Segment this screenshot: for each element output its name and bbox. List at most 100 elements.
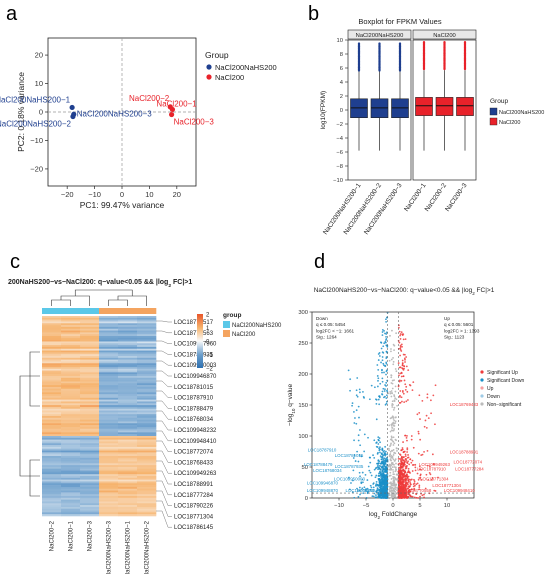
heatmap-cell	[137, 366, 157, 370]
heatmap-cell	[99, 423, 119, 426]
non-significant-point	[389, 490, 392, 493]
significant-down-point	[373, 468, 376, 471]
heatmap-cell	[99, 405, 119, 408]
significant-down-point	[351, 491, 354, 494]
heatmap-cell	[118, 448, 138, 451]
heatmap-cell	[42, 390, 62, 393]
significant-down-point	[376, 385, 379, 388]
heatmap-cell	[42, 356, 62, 359]
facet-strip	[412, 29, 477, 40]
heatmap-cell	[61, 490, 81, 493]
heatmap-cell	[118, 417, 138, 420]
significant-down-point	[358, 454, 361, 456]
significant-down-point	[365, 488, 367, 490]
significant-up-point	[401, 482, 404, 485]
heatmap-cell	[118, 350, 138, 353]
panel-label-a: a	[6, 3, 18, 25]
group-annotation-cell	[118, 308, 138, 314]
heatmap-cell	[118, 379, 138, 382]
heatmap-cell	[99, 485, 119, 488]
non-significant-point	[392, 363, 395, 366]
heatmap-cell	[80, 448, 100, 451]
heatmap-cell	[118, 374, 138, 377]
heatmap-cell	[42, 348, 62, 351]
heatmap-cell	[80, 341, 100, 344]
significant-down-point	[353, 422, 356, 424]
significant-up-point	[405, 400, 408, 403]
non-significant-point	[389, 430, 392, 433]
non-significant-point	[391, 426, 394, 429]
heatmap-cell	[99, 390, 119, 393]
heatmap-cell	[118, 508, 138, 511]
significant-down-point	[380, 472, 383, 475]
heatmap-cell	[80, 381, 100, 384]
heatmap-cell	[80, 337, 100, 340]
significant-up-point	[416, 482, 419, 485]
significant-up-point	[404, 358, 406, 361]
heatmap-cell	[118, 381, 138, 384]
significant-down-point	[353, 439, 355, 442]
non-significant-point	[391, 392, 394, 395]
heatmap-cell	[118, 459, 138, 462]
heatmap-cell	[80, 428, 100, 431]
y-axis-label: PC2: 0.18% variance	[16, 72, 26, 152]
heatmap-cell	[137, 337, 157, 340]
heatmap-cell	[99, 357, 119, 360]
heatmap-cell	[80, 326, 100, 330]
heatmap-cell	[137, 443, 157, 446]
non-significant-point	[392, 458, 395, 461]
significant-up-point	[410, 488, 413, 491]
significant-down-point	[385, 338, 388, 340]
significant-up-point	[428, 472, 431, 474]
heatmap-cell	[80, 510, 100, 513]
significant-down-point	[385, 381, 388, 384]
significant-up-point	[409, 479, 412, 481]
heatmap-cell	[137, 348, 157, 351]
heatmap-cell	[61, 325, 81, 328]
heatmap-cell	[137, 485, 157, 488]
x-tick-label: 0	[391, 503, 394, 509]
pca-plot-panel: −20 −10 0 10 20 −20 −10 0 10 20 PC1: 99.47% varian…	[0, 37, 277, 210]
heatmap-cell	[80, 412, 100, 415]
significant-up-point	[399, 372, 402, 375]
row-leader-line	[156, 320, 172, 323]
significant-up-point	[431, 453, 434, 456]
outlier-point	[357, 42, 361, 45]
significant-down-point	[359, 475, 361, 478]
heatmap-cell	[61, 461, 81, 464]
heatmap-cell	[99, 401, 119, 404]
heatmap-cell	[137, 356, 157, 359]
heatmap-cell	[118, 372, 138, 375]
heatmap-cell	[42, 434, 62, 437]
heatmap-cell	[80, 332, 100, 335]
heatmap-cell	[118, 363, 138, 366]
heatmap-cell	[137, 352, 157, 355]
significant-up-point	[399, 333, 402, 335]
heatmap-cell	[42, 456, 62, 459]
heatmap-cell	[137, 417, 157, 420]
heatmap-cell	[42, 332, 62, 335]
significant-up-point	[402, 489, 405, 491]
heatmap-row-label: LOC18777284	[174, 493, 214, 499]
heatmap-cell	[42, 454, 62, 457]
significant-down-point	[357, 495, 360, 498]
heatmap-cell	[118, 352, 138, 355]
x-tick-label: 10	[444, 503, 450, 509]
heatmap-cell	[42, 325, 62, 328]
heatmap-cell	[80, 430, 100, 433]
gene-annotation: LOC18788991	[450, 449, 479, 454]
non-significant-point	[389, 444, 392, 446]
heatmap-cell	[80, 488, 100, 491]
heatmap-cell	[61, 406, 81, 410]
heatmap-cell	[42, 405, 62, 408]
significant-up-point	[407, 369, 410, 371]
heatmap-cell	[42, 441, 62, 444]
heatmap-cell	[42, 481, 62, 484]
significant-down-point	[380, 452, 383, 455]
significant-up-point	[419, 495, 421, 498]
significant-down-point	[381, 469, 384, 472]
significant-down-point	[379, 455, 382, 458]
heatmap-cell	[61, 456, 81, 459]
heatmap-cell	[61, 348, 81, 351]
heatmap-cell	[61, 332, 81, 335]
